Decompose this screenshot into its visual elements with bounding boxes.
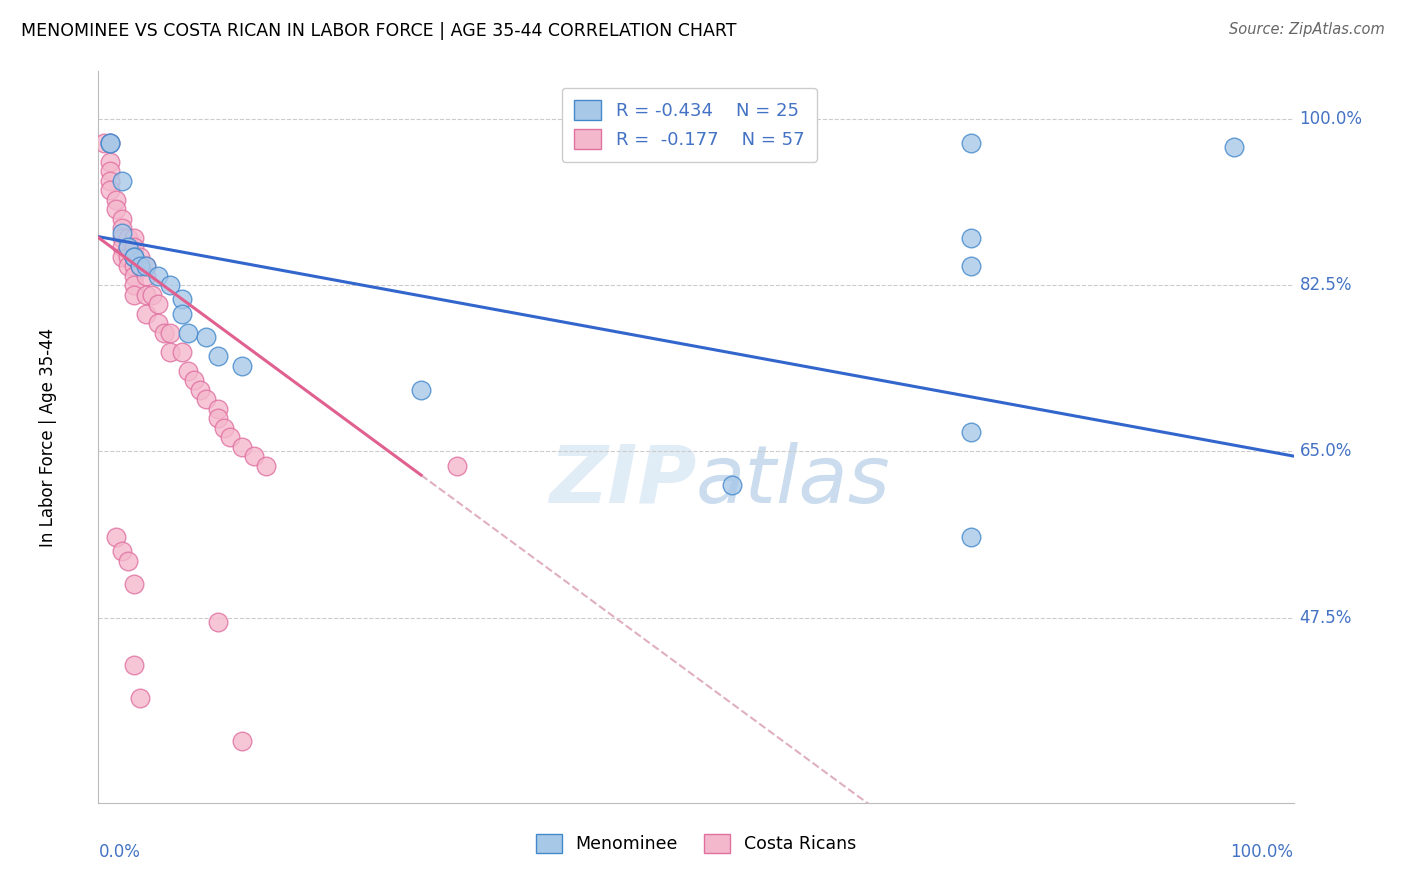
Point: [219, 430, 242, 444]
Point: [129, 259, 152, 273]
Point: [172, 344, 194, 359]
Text: MENOMINEE VS COSTA RICAN IN LABOR FORCE | AGE 35-44 CORRELATION CHART: MENOMINEE VS COSTA RICAN IN LABOR FORCE …: [21, 22, 737, 40]
Point: [111, 211, 134, 226]
Legend: Menominee, Costa Ricans: Menominee, Costa Ricans: [529, 827, 863, 860]
Point: [117, 240, 139, 254]
Point: [231, 440, 253, 454]
Point: [207, 349, 229, 363]
Point: [960, 425, 983, 440]
Point: [135, 259, 157, 273]
Point: [124, 577, 146, 591]
Point: [117, 230, 139, 244]
Point: [124, 250, 146, 264]
Point: [159, 278, 181, 293]
Point: [135, 268, 157, 283]
Point: [231, 734, 253, 748]
Point: [111, 173, 134, 187]
Point: [254, 458, 277, 473]
Point: [124, 287, 146, 301]
Point: [960, 259, 983, 273]
Point: [111, 221, 134, 235]
Point: [129, 250, 152, 264]
Point: [98, 136, 122, 150]
Point: [124, 250, 146, 264]
Text: ZIP: ZIP: [548, 442, 696, 520]
Point: [124, 278, 146, 293]
Point: [105, 530, 128, 544]
Point: [188, 383, 211, 397]
Text: Source: ZipAtlas.com: Source: ZipAtlas.com: [1229, 22, 1385, 37]
Point: [411, 383, 433, 397]
Point: [207, 411, 229, 425]
Point: [243, 449, 266, 463]
Point: [98, 173, 122, 187]
Point: [153, 326, 176, 340]
Point: [135, 307, 157, 321]
Point: [207, 401, 229, 416]
Point: [117, 250, 139, 264]
Point: [1223, 140, 1246, 154]
Point: [98, 154, 122, 169]
Point: [960, 230, 983, 244]
Point: [135, 287, 157, 301]
Point: [177, 326, 200, 340]
Point: [446, 458, 468, 473]
Point: [141, 287, 163, 301]
Point: [721, 477, 744, 491]
Text: 100.0%: 100.0%: [1230, 843, 1294, 861]
Point: [172, 293, 194, 307]
Point: [124, 240, 146, 254]
Point: [960, 136, 983, 150]
Point: [212, 420, 235, 434]
Point: [124, 658, 146, 673]
Point: [148, 316, 170, 330]
Point: [98, 136, 122, 150]
Point: [124, 259, 146, 273]
Point: [117, 259, 139, 273]
Point: [148, 297, 170, 311]
Point: [117, 553, 139, 567]
Point: [148, 268, 170, 283]
Point: [172, 307, 194, 321]
Text: 0.0%: 0.0%: [98, 843, 141, 861]
Point: [111, 544, 134, 558]
Point: [124, 230, 146, 244]
Point: [207, 615, 229, 630]
Point: [135, 259, 157, 273]
Point: [98, 136, 122, 150]
Point: [195, 330, 218, 344]
Point: [183, 373, 205, 387]
Point: [159, 326, 181, 340]
Point: [98, 164, 122, 178]
Point: [111, 226, 134, 240]
Point: [111, 250, 134, 264]
Point: [231, 359, 253, 373]
Point: [177, 363, 200, 377]
Point: [105, 193, 128, 207]
Point: [111, 230, 134, 244]
Text: 82.5%: 82.5%: [1299, 277, 1353, 294]
Point: [98, 183, 122, 197]
Point: [129, 691, 152, 706]
Point: [93, 136, 115, 150]
Point: [129, 259, 152, 273]
Point: [195, 392, 218, 406]
Point: [124, 250, 146, 264]
Point: [159, 344, 181, 359]
Text: In Labor Force | Age 35-44: In Labor Force | Age 35-44: [39, 327, 58, 547]
Text: 47.5%: 47.5%: [1299, 608, 1353, 626]
Point: [111, 240, 134, 254]
Text: 65.0%: 65.0%: [1299, 442, 1353, 460]
Point: [117, 240, 139, 254]
Text: 100.0%: 100.0%: [1299, 110, 1362, 128]
Text: atlas: atlas: [696, 442, 891, 520]
Point: [124, 268, 146, 283]
Point: [960, 530, 983, 544]
Point: [105, 202, 128, 216]
